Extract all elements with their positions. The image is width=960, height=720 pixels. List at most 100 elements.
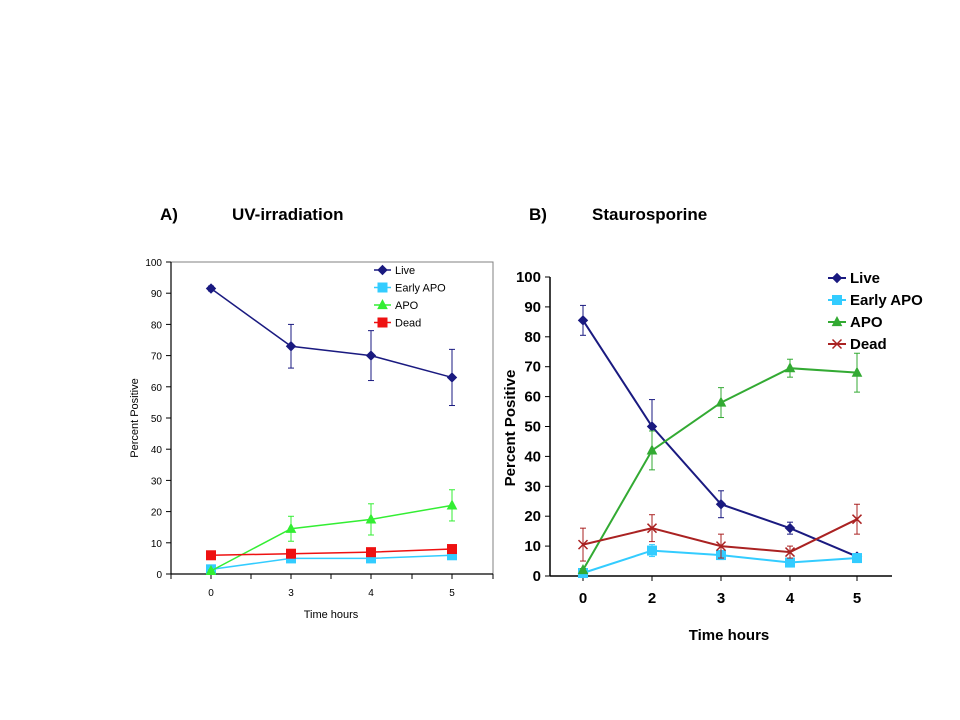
data-point: [447, 544, 457, 555]
y-tick-label: 50: [524, 419, 541, 436]
series-line: [210, 504, 453, 572]
data-point: [785, 557, 795, 568]
legend-entry-label: Live: [850, 270, 880, 287]
y-tick-label: 40: [151, 445, 163, 456]
data-point: [577, 563, 589, 575]
series-line: [210, 287, 453, 379]
series-apo: [205, 489, 458, 575]
data-point: [365, 513, 377, 524]
x-axis-label: Time hours: [304, 609, 359, 621]
series-early-apo: [578, 544, 862, 579]
data-point: [715, 499, 727, 510]
y-tick-label: 0: [533, 568, 541, 585]
y-tick-label: 50: [151, 414, 163, 425]
series-dead: [206, 544, 457, 561]
data-point: [647, 545, 657, 556]
legend-swatch-marker-stroke-b: [831, 338, 843, 350]
panel-label: B): [529, 205, 547, 224]
y-tick-label: 90: [524, 299, 541, 316]
series-line: [210, 548, 453, 557]
y-axis-label: Percent Positive: [129, 378, 141, 457]
x-axis-label: Time hours: [689, 627, 770, 644]
data-point: [205, 283, 217, 294]
y-tick-label: 20: [524, 508, 541, 525]
data-point: [446, 372, 458, 383]
chart-title: UV-irradiation: [232, 205, 343, 224]
legend: Live Early APO APO Dead: [828, 270, 923, 353]
legend-swatch-marker: [377, 282, 388, 293]
x-tick-label: 5: [449, 588, 455, 599]
data-point-stroke-b: [784, 547, 796, 558]
y-tick-label: 0: [156, 570, 162, 581]
y-tick-label: 80: [151, 320, 163, 331]
legend-swatch-marker: [377, 264, 388, 276]
data-point: [365, 350, 377, 361]
data-point-stroke-b: [715, 541, 727, 552]
legend-entry-label: Dead: [395, 318, 421, 330]
data-point: [577, 539, 589, 550]
y-tick-label: 10: [524, 538, 541, 555]
y-tick-label: 70: [151, 352, 163, 363]
y-axis-label: Percent Positive: [502, 370, 519, 487]
data-point: [784, 362, 796, 373]
y-tick-label: 80: [524, 329, 541, 346]
y-tick-label: 10: [151, 539, 163, 550]
plot-frame: [170, 261, 494, 575]
y-tick-label: 20: [151, 508, 163, 519]
y-tick-label: 30: [151, 476, 163, 487]
data-point: [646, 444, 658, 455]
legend-entry-label: APO: [850, 314, 883, 331]
data-point-stroke-b: [851, 514, 863, 525]
data-point: [285, 522, 297, 533]
series-live: [577, 304, 863, 562]
legend-swatch-marker: [831, 272, 843, 284]
data-point-stroke-b: [646, 523, 658, 534]
data-point: [784, 522, 796, 534]
legend-swatch-marker: [377, 298, 388, 310]
data-point: [366, 547, 376, 558]
legend-entry-label: Early APO: [395, 283, 446, 295]
series-line: [582, 319, 858, 558]
y-tick-label: 90: [151, 289, 163, 300]
x-tick-label: 0: [208, 588, 214, 599]
legend-entry-label: Early APO: [850, 292, 923, 309]
x-tick-label: 4: [368, 588, 374, 599]
y-tick-label: 70: [524, 359, 541, 376]
data-point: [646, 523, 658, 534]
legend-entry-label: Live: [395, 265, 415, 277]
data-point: [715, 396, 727, 407]
legend-entry-label: APO: [395, 300, 419, 312]
series-dead: [577, 503, 863, 562]
x-tick-label: 4: [786, 590, 795, 607]
x-tick-label: 3: [288, 588, 294, 599]
data-point: [784, 547, 796, 558]
y-tick-label: 100: [516, 269, 541, 286]
y-tick-label: 60: [524, 389, 541, 406]
x-tick-label: 5: [853, 590, 861, 607]
data-point: [285, 341, 297, 352]
panel-label: A): [160, 205, 178, 224]
legend-swatch-marker: [831, 315, 843, 327]
legend-swatch-marker: [831, 338, 843, 350]
data-point-stroke-b: [577, 539, 589, 550]
y-tick-label: 30: [524, 478, 541, 495]
y-tick-label: 60: [151, 383, 163, 394]
data-point: [851, 514, 863, 525]
legend-swatch-marker: [832, 295, 842, 305]
x-tick-label: 3: [717, 590, 725, 607]
data-point: [206, 550, 216, 561]
chart-title: Staurosporine: [592, 205, 707, 224]
legend: Live Early APO APO Dead: [374, 264, 446, 330]
data-point: [286, 548, 296, 559]
y-tick-label: 100: [145, 258, 162, 269]
series-line: [210, 554, 453, 571]
data-point: [715, 541, 727, 552]
data-point: [446, 499, 458, 510]
data-point: [205, 564, 217, 575]
y-tick-label: 40: [524, 448, 541, 465]
panel-b-chart: B) Staurosporine 0 10 20 30 40 50 60 70 80 90 100 0 2 3…: [502, 205, 923, 644]
legend-entry-label: Dead: [850, 336, 887, 353]
legend-swatch-marker: [377, 317, 388, 328]
data-point: [577, 315, 589, 326]
data-point: [852, 553, 862, 564]
